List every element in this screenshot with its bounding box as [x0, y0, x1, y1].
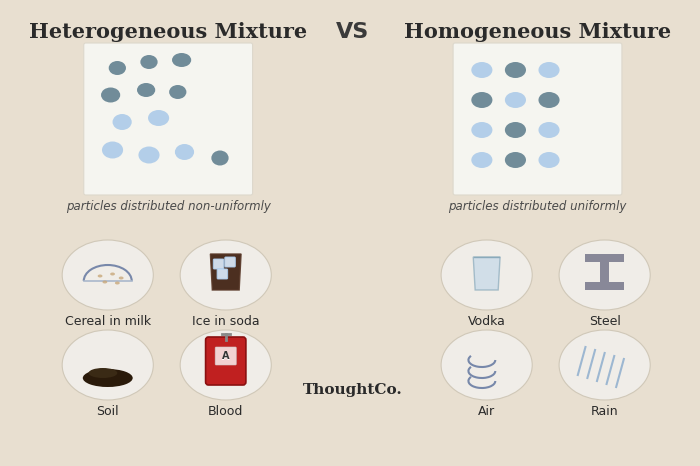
Ellipse shape	[180, 330, 272, 400]
Text: A: A	[222, 352, 230, 362]
FancyBboxPatch shape	[453, 43, 622, 195]
Ellipse shape	[505, 92, 526, 108]
FancyBboxPatch shape	[217, 269, 228, 279]
Ellipse shape	[89, 368, 118, 378]
Ellipse shape	[505, 122, 526, 138]
Ellipse shape	[102, 142, 123, 158]
FancyBboxPatch shape	[225, 257, 235, 267]
Ellipse shape	[538, 92, 559, 108]
Text: Ice in soda: Ice in soda	[192, 315, 260, 328]
Text: particles distributed uniformly: particles distributed uniformly	[448, 200, 626, 213]
Ellipse shape	[211, 151, 229, 165]
Polygon shape	[211, 254, 241, 290]
Ellipse shape	[538, 62, 559, 78]
Ellipse shape	[98, 274, 102, 277]
Ellipse shape	[441, 240, 532, 310]
Ellipse shape	[62, 240, 153, 310]
Text: particles distributed non-uniformly: particles distributed non-uniformly	[66, 200, 271, 213]
Text: Soil: Soil	[97, 405, 119, 418]
Ellipse shape	[137, 83, 155, 97]
Ellipse shape	[175, 144, 194, 160]
Ellipse shape	[559, 330, 650, 400]
Ellipse shape	[172, 53, 191, 67]
Ellipse shape	[108, 61, 126, 75]
Ellipse shape	[139, 146, 160, 164]
Ellipse shape	[505, 62, 526, 78]
Ellipse shape	[62, 330, 153, 400]
Text: Steel: Steel	[589, 315, 621, 328]
Text: ThoughtCo.: ThoughtCo.	[302, 383, 402, 397]
Ellipse shape	[538, 152, 559, 168]
Ellipse shape	[102, 281, 107, 283]
Ellipse shape	[169, 85, 186, 99]
Ellipse shape	[505, 152, 526, 168]
Ellipse shape	[113, 114, 132, 130]
Text: Air: Air	[478, 405, 495, 418]
Text: Homogeneous Mixture: Homogeneous Mixture	[404, 22, 671, 42]
Text: Vodka: Vodka	[468, 315, 505, 328]
Polygon shape	[473, 257, 500, 290]
Ellipse shape	[471, 92, 492, 108]
FancyBboxPatch shape	[84, 43, 253, 195]
Ellipse shape	[141, 55, 158, 69]
FancyBboxPatch shape	[206, 337, 246, 385]
Text: Cereal in milk: Cereal in milk	[64, 315, 150, 328]
Text: Blood: Blood	[208, 405, 244, 418]
FancyBboxPatch shape	[214, 259, 224, 269]
Text: VS: VS	[336, 22, 369, 42]
Ellipse shape	[148, 110, 169, 126]
Ellipse shape	[471, 122, 492, 138]
FancyBboxPatch shape	[215, 347, 237, 365]
Ellipse shape	[559, 240, 650, 310]
Ellipse shape	[471, 62, 492, 78]
Ellipse shape	[110, 273, 115, 275]
Ellipse shape	[119, 276, 124, 280]
Ellipse shape	[115, 281, 120, 285]
Ellipse shape	[101, 88, 120, 103]
Ellipse shape	[441, 330, 532, 400]
Ellipse shape	[471, 152, 492, 168]
Ellipse shape	[538, 122, 559, 138]
Text: Heterogeneous Mixture: Heterogeneous Mixture	[29, 22, 307, 42]
Ellipse shape	[83, 369, 133, 387]
Text: Rain: Rain	[591, 405, 619, 418]
Ellipse shape	[180, 240, 272, 310]
Text: A: A	[222, 351, 230, 361]
